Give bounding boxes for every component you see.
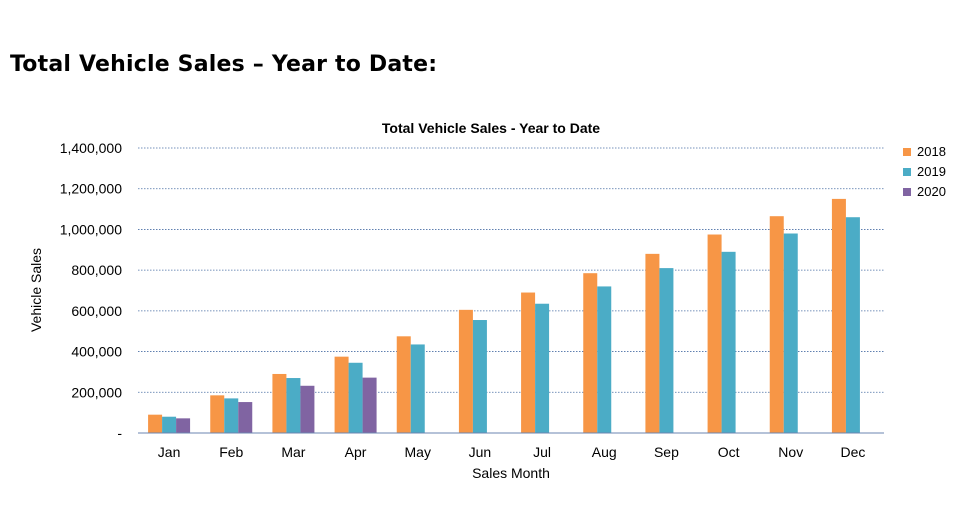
y-tick-label: 600,000 <box>71 303 122 319</box>
bars <box>148 198 860 433</box>
bar-2019-apr <box>348 362 363 433</box>
bar-2019-jun <box>472 320 487 433</box>
bar-2019-nov <box>783 233 798 433</box>
legend-label-2019: 2019 <box>917 164 946 179</box>
x-tick-label: Jul <box>533 444 551 460</box>
bar-2018-sep <box>645 253 660 433</box>
cropped-body-text <box>0 510 960 526</box>
bar-2018-jul <box>521 292 536 433</box>
bar-2020-apr <box>362 377 377 433</box>
chart-title: Total Vehicle Sales - Year to Date <box>382 120 600 136</box>
y-tick-label: 400,000 <box>71 344 122 360</box>
x-axis-tick-labels: Jan Feb Mar Apr May Jun Jul Aug Sep Oct Nov Dec <box>158 444 866 460</box>
y-tick-label: - <box>117 425 122 441</box>
bar-2018-dec <box>831 198 846 433</box>
legend-swatch-2018 <box>903 148 911 156</box>
y-tick-label: 1,400,000 <box>60 140 122 156</box>
legend-swatch-2020 <box>903 188 911 196</box>
bar-2018-may <box>396 336 411 433</box>
x-tick-label: Mar <box>281 444 305 460</box>
y-tick-label: 200,000 <box>71 384 122 400</box>
y-tick-label: 1,200,000 <box>60 181 122 197</box>
bar-2019-dec <box>845 217 860 433</box>
bar-2018-jun <box>458 309 473 433</box>
bar-2020-mar <box>300 385 315 433</box>
bar-2018-feb <box>210 395 225 433</box>
bar-2019-jul <box>535 303 550 433</box>
x-tick-label: Sep <box>654 444 679 460</box>
y-tick-label: 800,000 <box>71 262 122 278</box>
bar-2019-oct <box>721 251 736 433</box>
bar-2019-feb <box>224 398 239 433</box>
x-tick-label: Aug <box>592 444 617 460</box>
bar-2018-nov <box>769 216 784 433</box>
x-tick-label: Feb <box>219 444 243 460</box>
grid-lines <box>138 147 884 393</box>
x-tick-label: Apr <box>345 444 367 460</box>
bar-2018-oct <box>707 234 722 433</box>
bar-2018-jan <box>148 414 163 433</box>
bar-2018-apr <box>334 356 349 433</box>
legend-swatch-2019 <box>903 168 911 176</box>
y-tick-label: 1,000,000 <box>60 221 122 237</box>
x-tick-label: Dec <box>840 444 865 460</box>
bar-2018-mar <box>272 373 287 433</box>
x-tick-label: Jan <box>158 444 181 460</box>
x-tick-label: Oct <box>718 444 740 460</box>
x-tick-label: May <box>405 444 431 460</box>
legend-label-2020: 2020 <box>917 184 946 199</box>
bar-2019-sep <box>659 268 674 433</box>
x-tick-label: Jun <box>469 444 492 460</box>
y-axis-tick-labels: - 200,000 400,000 600,000 800,000 1,000,000 1,… <box>60 140 123 441</box>
bar-2019-jan <box>162 416 177 433</box>
legend: 2018 2019 2020 <box>903 144 946 199</box>
bar-2019-may <box>410 344 425 433</box>
y-axis-label: Vehicle Sales <box>28 248 44 332</box>
bar-2019-aug <box>597 286 612 433</box>
bar-2020-jan <box>176 418 191 433</box>
x-tick-label: Nov <box>778 444 803 460</box>
bar-2020-feb <box>238 402 253 433</box>
bar-2019-mar <box>286 378 301 433</box>
x-axis-label: Sales Month <box>472 465 550 481</box>
bar-2018-aug <box>583 273 598 433</box>
legend-label-2018: 2018 <box>917 144 946 159</box>
page-heading: Total Vehicle Sales – Year to Date: <box>10 52 438 77</box>
